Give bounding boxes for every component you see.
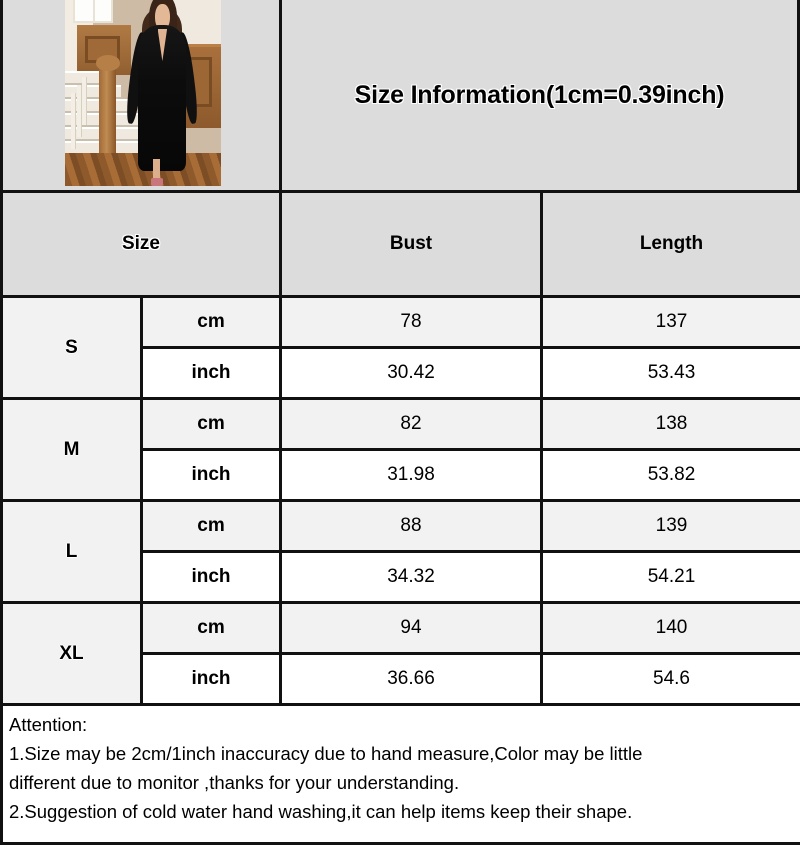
header-cell-size: Size <box>2 192 281 297</box>
unit-cell-cm: cm <box>142 501 281 552</box>
attention-row: Attention: 1.Size may be 2cm/1inch inacc… <box>2 705 800 844</box>
unit-cell-cm: cm <box>142 297 281 348</box>
title-cell: Size Information(1cm=0.39inch) <box>282 0 797 190</box>
table-row: XL cm 94 140 <box>2 603 800 654</box>
chart-title: Size Information(1cm=0.39inch) <box>355 81 725 110</box>
unit-cell-inch: inch <box>142 552 281 603</box>
attention-heading: Attention: <box>9 710 794 739</box>
size-label-xl: XL <box>2 603 142 705</box>
unit-cell-cm: cm <box>142 399 281 450</box>
bust-value-s-cm: 78 <box>281 297 542 348</box>
bust-value-m-cm: 82 <box>281 399 542 450</box>
photo-newel-cap <box>96 55 119 70</box>
length-value-xl-inch: 54.6 <box>542 654 800 705</box>
table-row: S cm 78 137 <box>2 297 800 348</box>
bust-value-s-inch: 30.42 <box>281 348 542 399</box>
unit-cell-inch: inch <box>142 348 281 399</box>
attention-line-1: 1.Size may be 2cm/1inch inaccuracy due t… <box>9 739 794 768</box>
size-table: Size Bust Length S cm 78 137 inch 30.42 … <box>0 190 800 845</box>
bust-value-m-inch: 31.98 <box>281 450 542 501</box>
bust-value-xl-inch: 36.66 <box>281 654 542 705</box>
attention-line-2: different due to monitor ,thanks for you… <box>9 768 794 797</box>
table-header-row: Size Bust Length <box>2 192 800 297</box>
size-label-m: M <box>2 399 142 501</box>
bust-value-l-inch: 34.32 <box>281 552 542 603</box>
length-value-xl-cm: 140 <box>542 603 800 654</box>
header-band: Size Information(1cm=0.39inch) <box>0 0 800 190</box>
photo-window <box>73 0 114 23</box>
unit-cell-inch: inch <box>142 450 281 501</box>
table-row: M cm 82 138 <box>2 399 800 450</box>
product-photo <box>65 0 221 186</box>
photo-model-shoe <box>151 178 163 186</box>
table-row: L cm 88 139 <box>2 501 800 552</box>
header-cell-bust: Bust <box>281 192 542 297</box>
header-cell-length: Length <box>542 192 800 297</box>
unit-cell-cm: cm <box>142 603 281 654</box>
product-photo-cell <box>3 0 282 190</box>
bust-value-l-cm: 88 <box>281 501 542 552</box>
attention-line-3: 2.Suggestion of cold water hand washing,… <box>9 797 794 826</box>
unit-cell-inch: inch <box>142 654 281 705</box>
size-label-s: S <box>2 297 142 399</box>
length-value-l-cm: 139 <box>542 501 800 552</box>
size-label-l: L <box>2 501 142 603</box>
bust-value-xl-cm: 94 <box>281 603 542 654</box>
length-value-l-inch: 54.21 <box>542 552 800 603</box>
length-value-s-inch: 53.43 <box>542 348 800 399</box>
size-chart-sheet: Size Information(1cm=0.39inch) Size Bust… <box>0 0 800 800</box>
length-value-m-cm: 138 <box>542 399 800 450</box>
length-value-m-inch: 53.82 <box>542 450 800 501</box>
length-value-s-cm: 137 <box>542 297 800 348</box>
attention-cell: Attention: 1.Size may be 2cm/1inch inacc… <box>2 705 800 844</box>
photo-model <box>127 0 196 186</box>
